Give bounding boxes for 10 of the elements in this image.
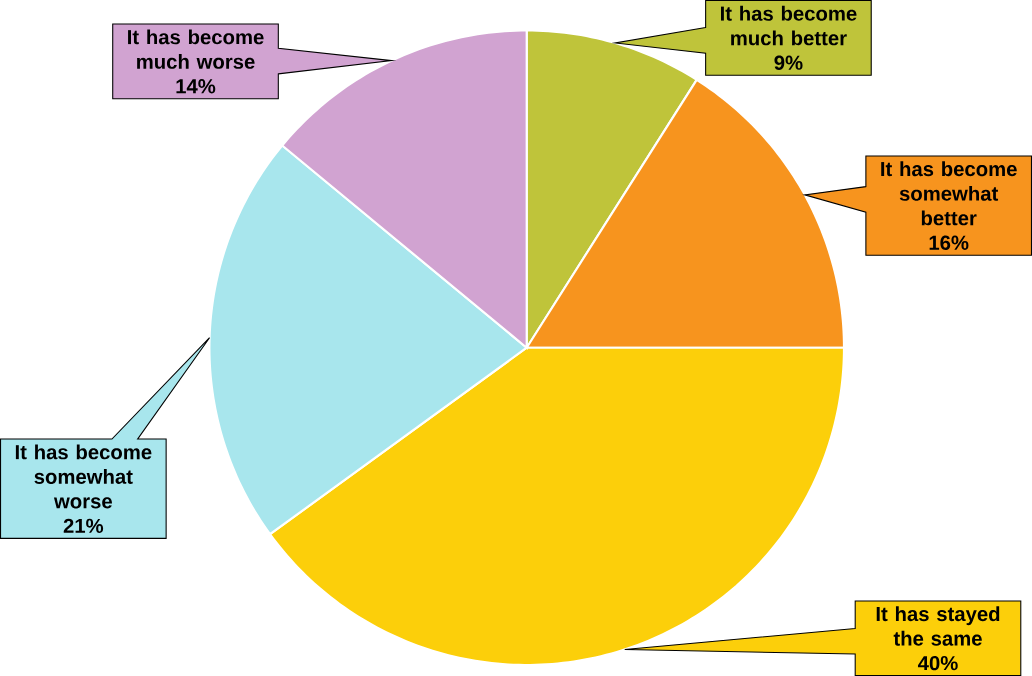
data-label: 9% [774, 55, 803, 70]
data-label: 14% [176, 79, 216, 94]
data-label: 40% [917, 655, 958, 671]
data-label: 21% [63, 518, 104, 533]
slice-label: It has become somewhat worse [15, 444, 152, 509]
data-label: 16% [929, 235, 969, 250]
slice-label: It has stayed the same [876, 606, 1000, 646]
slice-label: It has become somewhat better [881, 161, 1017, 226]
slice-label: It has become much worse [128, 29, 264, 69]
slice-label: It has become much better [720, 5, 857, 46]
